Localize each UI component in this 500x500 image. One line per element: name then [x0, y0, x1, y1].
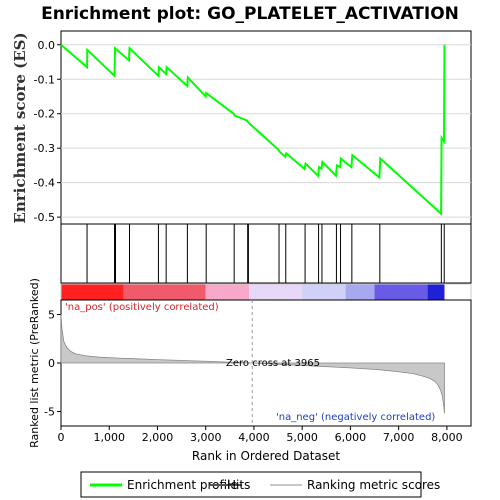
hits-panel	[60, 223, 472, 284]
legend-label: Ranking metric scores	[307, 478, 440, 492]
legend-box	[80, 471, 422, 498]
negative-correlation-label: 'na_neg' (negatively correlated)	[276, 412, 435, 423]
color-bar-segment	[427, 284, 445, 300]
hit-marks	[86, 224, 445, 283]
metric-y-axis-label: Ranked list metric (PreRanked)	[28, 278, 41, 448]
metric-x-ticks: 0 1,000 2,000 3,000 4,000 5,000 6,000 7,000 8,00…	[58, 426, 463, 444]
color-bar-segment	[249, 284, 303, 300]
enrichment-y-tick-label: -0.4	[34, 177, 55, 190]
x-tick-label: 3,000	[190, 431, 222, 444]
enrichment-y-tick-label: -0.5	[34, 211, 55, 224]
ranking-metric-area	[60, 314, 445, 414]
x-tick-label: 8,000	[431, 431, 463, 444]
x-tick-label: 4,000	[238, 431, 270, 444]
x-tick-label: 6,000	[335, 431, 367, 444]
enrichment-y-tick-label: -0.3	[34, 142, 55, 155]
enrichment-grid	[61, 44, 471, 218]
enrichment-y-tick-label: -0.1	[34, 73, 55, 86]
positive-correlation-label: 'na_pos' (positively correlated)	[65, 302, 219, 313]
x-tick-label: 1,000	[93, 431, 125, 444]
x-tick-label: 7,000	[383, 431, 415, 444]
enrichment-y-axis-label: Enrichment score (ES)	[11, 32, 29, 223]
x-tick-label: 0	[58, 431, 65, 444]
zero-cross-label: Zero cross at 3965	[226, 358, 320, 369]
color-bar-segment	[345, 284, 375, 300]
metric-y-tick-label: 5	[48, 309, 55, 322]
enrichment-y-tick-label: 0.0	[38, 39, 56, 52]
metric-y-tick-label: -5	[44, 405, 55, 418]
enrichment-y-ticks: 0.0 -0.1 -0.2 -0.3 -0.4 -0.5	[34, 39, 61, 224]
color-bar-segment	[374, 284, 428, 300]
x-tick-label: 5,000	[286, 431, 318, 444]
metric-y-tick-label: 0	[48, 357, 55, 370]
legend-label: Hits	[227, 478, 250, 492]
enrichment-y-tick-label: -0.2	[34, 108, 55, 121]
ranking-color-bar	[60, 283, 472, 301]
color-bar-segment	[61, 284, 124, 300]
enrichment-panel	[60, 30, 472, 225]
color-bar-segment	[123, 284, 206, 300]
enrichment-profile-line	[60, 44, 446, 216]
chart-title: Enrichment plot: GO_PLATELET_ACTIVATION	[41, 4, 459, 24]
color-bar-segment	[205, 284, 250, 300]
legend-label: Enrichment profile	[127, 478, 238, 492]
x-tick-label: 2,000	[142, 431, 174, 444]
metric-y-ticks: 5 0 -5	[44, 309, 61, 418]
color-bar-segment	[302, 284, 346, 300]
x-axis-label: Rank in Ordered Dataset	[192, 449, 340, 463]
